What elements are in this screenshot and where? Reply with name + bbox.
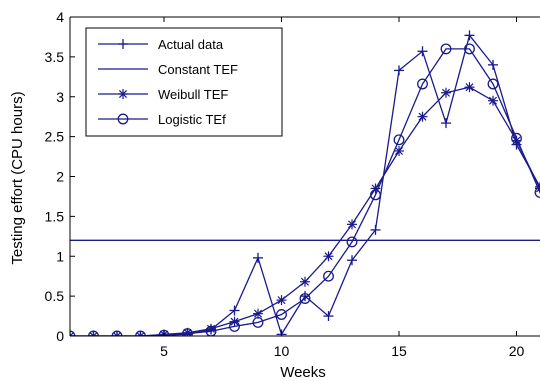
data-point-weibull-tef [488, 95, 498, 106]
y-axis-title: Testing effort (CPU hours) [9, 91, 26, 264]
data-point-logistic-tef [299, 293, 311, 304]
y-tick-label: 4 [56, 9, 64, 25]
data-point-weibull-tef [112, 331, 122, 336]
x-tick-label: 10 [274, 343, 290, 359]
y-tick-label: 0 [56, 328, 64, 344]
x-tick-label: 5 [160, 343, 168, 359]
legend-label-actual-data: Actual data [158, 37, 224, 52]
data-point-weibull-tef [323, 251, 334, 262]
data-point-actual-data [441, 118, 451, 129]
data-point-logistic-tef [346, 236, 358, 248]
data-point-logistic-tef [182, 328, 193, 336]
data-point-weibull-tef [300, 276, 310, 287]
data-point-logistic-tef [252, 316, 264, 328]
data-point-weibull-tef [464, 82, 475, 93]
legend: Actual data Constant TEF Weibull TEF Logist… [85, 27, 283, 137]
data-point-logistic-tef [205, 325, 217, 336]
data-point-actual-data [253, 252, 263, 263]
data-point-actual-data [535, 181, 540, 192]
y-tick-label: 3.5 [45, 49, 65, 65]
legend-label-logistic-tef: Logistic TEf [158, 112, 226, 127]
data-point-weibull-tef [135, 331, 146, 336]
data-point-weibull-tef [347, 219, 357, 230]
data-point-actual-data [488, 59, 498, 70]
axes-layer: 5 10 15 20 0 0.5 1 1.5 2 2.5 3 3.5 4 [45, 9, 540, 359]
data-point-logistic-tef [135, 330, 146, 336]
data-point-logistic-tef [417, 78, 428, 90]
data-point-logistic-tef [111, 330, 123, 336]
data-point-logistic-tef [370, 189, 381, 201]
data-point-logistic-tef [276, 309, 287, 320]
data-point-weibull-tef [276, 295, 287, 306]
y-tick-label: 0.5 [45, 288, 65, 304]
legend-marker-weibull-tef [118, 89, 128, 99]
legend-marker-logistic-tef [117, 113, 129, 125]
data-point-weibull-tef [394, 145, 404, 156]
y-tick-label: 2 [56, 169, 64, 185]
data-point-logistic-tef [534, 187, 540, 198]
data-point-weibull-tef [182, 327, 193, 336]
data-point-actual-data [323, 311, 334, 322]
x-tick-label: 15 [391, 343, 407, 359]
data-point-weibull-tef [88, 331, 99, 336]
legend-label-weibull-tef: Weibull TEF [158, 87, 228, 102]
data-point-logistic-tef [511, 132, 522, 144]
data-point-logistic-tef [229, 320, 240, 332]
legend-label-constant-tef: Constant TEF [158, 62, 238, 77]
data-point-logistic-tef [158, 329, 170, 336]
data-point-actual-data [394, 65, 404, 76]
data-point-logistic-tef [464, 43, 475, 55]
data-point-weibull-tef [253, 308, 263, 319]
y-tick-label: 1.5 [45, 208, 65, 224]
data-point-actual-data [347, 255, 357, 266]
data-point-weibull-tef [417, 111, 428, 122]
data-point-logistic-tef [440, 43, 452, 55]
data-point-actual-data [417, 46, 428, 57]
y-tick-label: 3 [56, 89, 64, 105]
x-tick-label: 20 [509, 343, 525, 359]
y-tick-label: 2.5 [45, 129, 65, 145]
data-point-logistic-tef [323, 270, 334, 282]
data-point-actual-data [229, 305, 240, 316]
legend-marker-actual-data [118, 39, 128, 49]
data-point-logistic-tef [393, 134, 405, 146]
data-point-actual-data [464, 30, 475, 41]
y-tick-label: 1 [56, 248, 64, 264]
data-point-logistic-tef [88, 330, 99, 336]
x-axis-title: Weeks [280, 364, 326, 381]
data-point-weibull-tef [70, 331, 75, 336]
data-point-actual-data [370, 224, 381, 235]
data-point-logistic-tef [487, 78, 499, 90]
data-point-weibull-tef [441, 87, 451, 98]
